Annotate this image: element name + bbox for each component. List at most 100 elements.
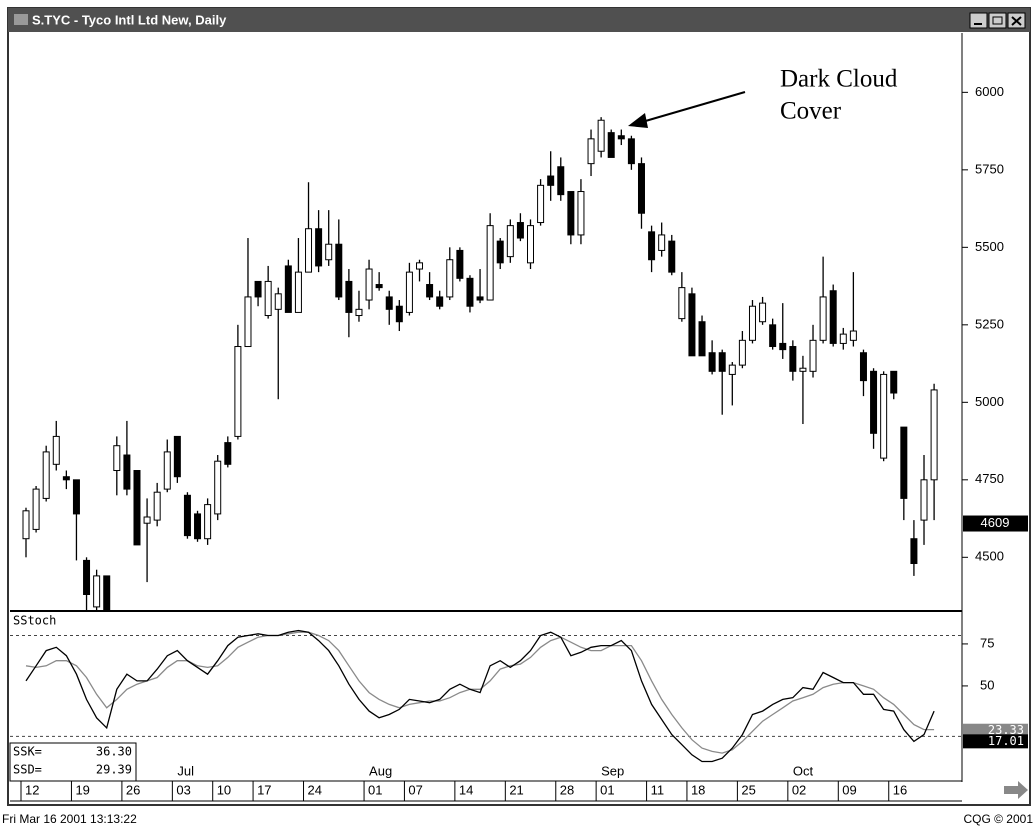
candle-body [204,504,212,540]
annotation: Cover [780,98,842,125]
y-tick-label: 4750 [975,471,1004,486]
candle-body [920,479,928,521]
candle-body [173,435,181,478]
candle-body [900,426,908,499]
candle-body [153,491,161,521]
candle-body [789,346,797,372]
candle-body [738,339,746,366]
candle-body [224,442,232,465]
candle-body [315,228,323,267]
y-tick-label: 75 [980,635,994,650]
annotation: Dark Cloud [780,66,898,93]
window-buttons [969,12,1026,29]
scroll-arrow[interactable] [1004,781,1028,799]
candle-body [345,280,353,313]
candle-body [214,460,222,515]
candle-body [244,296,252,348]
date-label: 03 [176,782,190,797]
candle-body [748,305,756,341]
y-tick-label: 5750 [975,161,1004,176]
minimize-button[interactable] [969,12,988,29]
copyright: CQG © 2001 [963,812,1033,826]
candle-body [859,352,867,382]
candle-body [890,370,898,394]
window [7,7,1031,806]
candle-body [718,352,726,372]
candle-body [870,370,878,434]
candle-body [355,308,363,317]
candle-body [436,296,444,307]
date-label: 21 [509,782,523,797]
date-label: 16 [893,782,907,797]
candle-body [759,302,767,323]
candle-body [849,330,857,341]
candle-body [143,516,151,524]
date-label: 01 [368,782,382,797]
candle-body [123,454,131,490]
y-tick-label: 50 [980,677,994,692]
candle-body [648,231,656,261]
candle-body [305,228,313,273]
title-bar [8,8,1030,32]
readout-value: 36.30 [96,745,132,759]
window-icon [14,14,28,25]
candle-body [809,339,817,372]
annotation-arrow [641,91,746,123]
candle-body [83,559,91,596]
candle-body [62,476,70,481]
date-label: 12 [25,782,39,797]
candle-body [637,163,645,214]
candle-body [42,451,50,499]
date-label: 01 [600,782,614,797]
candle-body [698,321,706,357]
candle-body [385,296,393,310]
readout-name: SSK= [13,745,42,759]
candle-body [547,175,555,186]
candle-body [557,166,565,196]
candle-body [133,470,141,546]
candle-body [829,290,837,344]
date-label: 09 [842,782,856,797]
candle-body [163,451,171,490]
y-tick-label: 5500 [975,239,1004,254]
candle-body [839,333,847,344]
month-label: Aug [369,763,392,778]
candle-body [234,346,242,437]
y-tick-label: 5000 [975,394,1004,409]
date-label: 24 [308,782,322,797]
date-label: 07 [408,782,422,797]
candle-body [32,488,40,530]
candle-body [294,271,302,313]
candle-body [779,342,787,351]
candle-body [284,265,292,313]
candle-body [446,259,454,298]
candle-body [527,225,534,264]
window-title: S.TYC - Tyco Intl Ltd New, Daily [32,12,227,27]
candle-body [264,280,272,317]
timestamp: Fri Mar 16 2001 13:13:22 [2,812,137,826]
last-price-box [963,515,1028,532]
candle-body [365,268,373,301]
last-price-label: 4609 [981,515,1010,530]
y-tick-label: 5250 [975,316,1004,331]
candle-body [819,296,827,341]
candle-body [607,132,615,158]
stoch-line [25,631,935,754]
candle-body [799,367,807,372]
candle-body [466,277,474,307]
stoch-line [25,629,935,763]
date-label: 17 [257,782,271,797]
candle-body [708,352,716,372]
candle-body [416,262,424,270]
date-label: 19 [75,782,89,797]
maximize-button[interactable] [988,12,1007,29]
candle-body [93,575,101,608]
last-value-box [963,734,1028,749]
date-label: 26 [126,782,140,797]
candle-body [476,296,484,301]
candle-body [688,293,696,357]
date-label: 02 [792,782,806,797]
month-label: Oct [793,763,814,778]
arrow-head [628,113,648,128]
